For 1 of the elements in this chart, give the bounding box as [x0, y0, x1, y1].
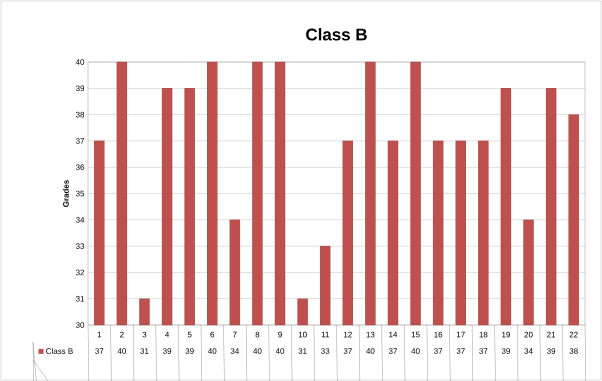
chart-title: Class B	[306, 28, 367, 41]
